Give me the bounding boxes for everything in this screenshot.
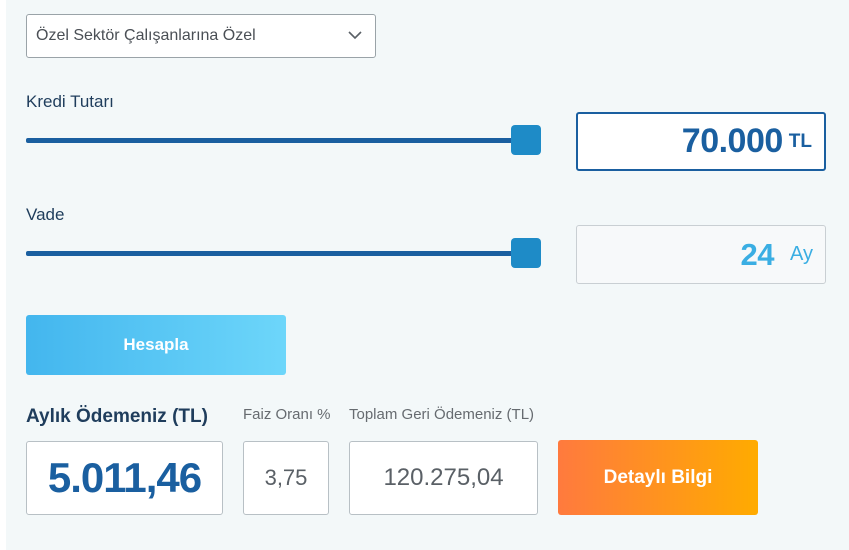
loan-amount-input[interactable]: 70.000 TL: [576, 112, 826, 171]
campaign-dropdown[interactable]: Özel Sektör Çalışanlarına Özel: [26, 14, 376, 58]
term-slider[interactable]: [26, 238, 541, 268]
monthly-payment-label: Aylık Ödemeniz (TL): [26, 406, 208, 427]
calculate-button[interactable]: Hesapla: [26, 315, 286, 375]
term-input[interactable]: 24 Ay: [576, 225, 826, 284]
interest-rate-value: 3,75: [264, 465, 308, 490]
term-unit: Ay: [790, 243, 813, 265]
interest-rate-box: 3,75: [243, 441, 329, 515]
slider-thumb[interactable]: [511, 125, 541, 155]
chevron-down-icon: [348, 31, 362, 40]
loan-amount-slider[interactable]: [26, 125, 541, 155]
total-repayment-box: 120.275,04: [349, 441, 538, 515]
term-label: Vade: [26, 205, 65, 224]
slider-thumb[interactable]: [511, 238, 541, 268]
total-repayment-label: Toplam Geri Ödemeniz (TL): [349, 406, 535, 423]
slider-track: [26, 251, 541, 256]
monthly-payment-value: 5.011,46: [47, 454, 202, 501]
slider-track: [26, 138, 541, 143]
loan-amount-value: 70.000: [681, 122, 784, 160]
term-value: 24: [740, 236, 775, 272]
interest-rate-label: Faiz Oranı %: [243, 406, 331, 423]
dropdown-selected-value: Özel Sektör Çalışanlarına Özel: [36, 27, 256, 44]
total-repayment-value: 120.275,04: [383, 464, 504, 491]
loan-amount-label: Kredi Tutarı: [26, 92, 114, 111]
loan-amount-unit: TL: [788, 130, 812, 152]
detail-info-button[interactable]: Detaylı Bilgi: [558, 440, 758, 515]
monthly-payment-box: 5.011,46: [26, 441, 223, 515]
